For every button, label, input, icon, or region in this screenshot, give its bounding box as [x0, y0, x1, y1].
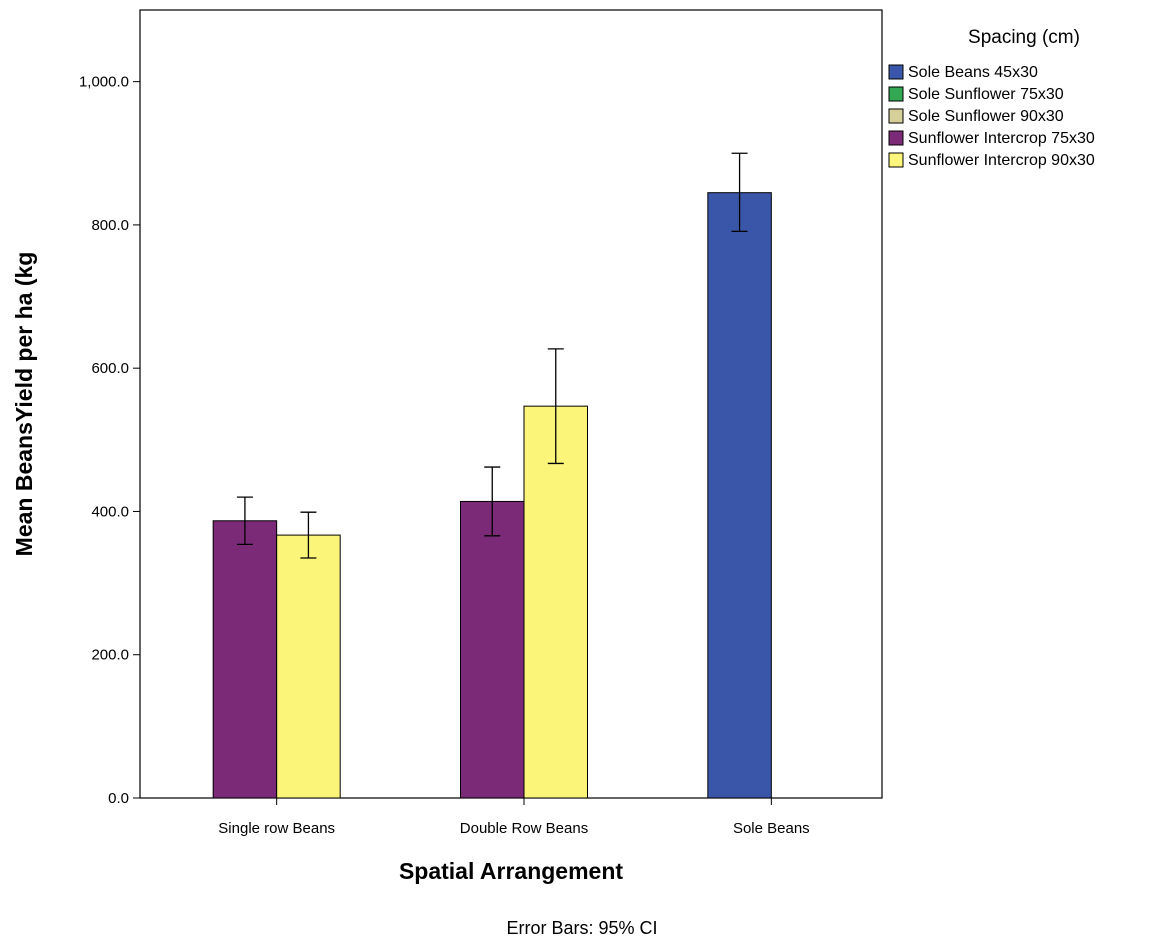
x-axis-title: Spatial Arrangement	[399, 858, 623, 884]
footnote: Error Bars: 95% CI	[506, 918, 657, 938]
y-axis-title: Mean BeansYield per ha (kg	[11, 252, 37, 557]
error-bars-group	[236, 152, 748, 559]
legend-label: Sole Beans 45x30	[908, 64, 1038, 81]
x-tick-label: Double Row Beans	[460, 820, 588, 837]
legend: Spacing (cm) Sole Beans 45x30 Sole Sunflo…	[888, 27, 1095, 169]
legend-label: Sole Sunflower 90x30	[908, 108, 1064, 125]
legend-label: Sole Sunflower 75x30	[908, 86, 1064, 103]
y-tick-label: 800.0	[91, 217, 129, 234]
x-tick-label: Sole Beans	[733, 820, 810, 837]
x-axis: Single row Beans Double Row Beans Sole Bea…	[218, 798, 810, 837]
y-tick-label: 1,000.0	[79, 74, 129, 91]
y-tick-label: 600.0	[91, 360, 129, 377]
legend-label: Sunflower Intercrop 75x30	[908, 130, 1095, 147]
legend-swatch	[888, 152, 904, 168]
bar	[212, 520, 278, 799]
bar	[276, 534, 341, 799]
y-tick-label: 400.0	[91, 503, 129, 520]
bar	[460, 500, 525, 799]
bars-group	[212, 192, 772, 799]
bar	[523, 405, 588, 799]
legend-swatch	[888, 108, 904, 124]
legend-swatch	[888, 64, 904, 80]
y-tick-label: 0.0	[108, 790, 129, 807]
y-tick-label: 200.0	[91, 647, 129, 664]
legend-label: Sunflower Intercrop 90x30	[908, 152, 1095, 169]
legend-title: Spacing (cm)	[968, 27, 1080, 48]
legend-swatch	[888, 130, 904, 146]
x-tick-label: Single row Beans	[218, 820, 335, 837]
legend-swatch	[888, 86, 904, 102]
bar	[707, 192, 772, 799]
y-axis: 0.0 200.0 400.0 600.0 800.0 1,000.0	[79, 74, 140, 807]
